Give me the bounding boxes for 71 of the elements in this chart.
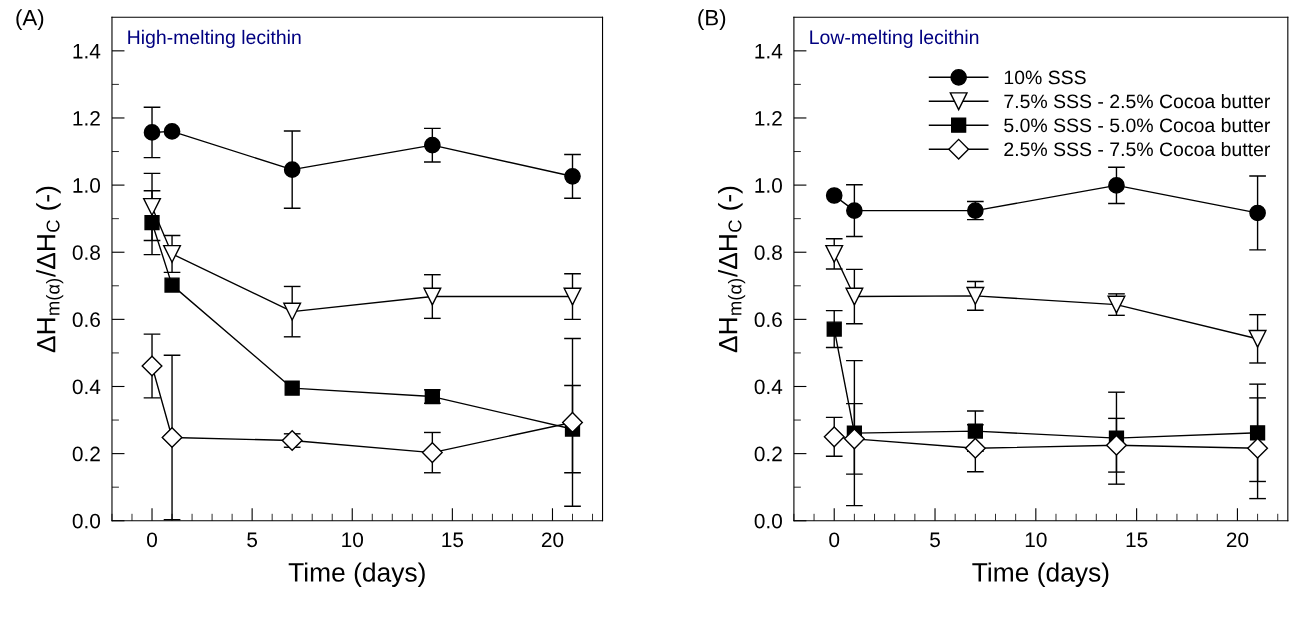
y-axis-title: ΔH$_{m(α)}$/ΔH$_{C}$ (-) xyxy=(718,186,746,353)
y-tick-label: 1.0 xyxy=(755,178,782,193)
point xyxy=(967,423,983,439)
point xyxy=(1247,437,1269,459)
text: Low-melting lecithin xyxy=(810,29,979,48)
y-tick-label: 1.4 xyxy=(755,44,783,59)
point xyxy=(1249,204,1266,222)
y-tick-label: 0.8 xyxy=(72,245,100,260)
point xyxy=(825,244,844,263)
y-tick-label: 0.4 xyxy=(72,379,101,395)
point xyxy=(964,437,986,459)
point xyxy=(843,428,865,450)
point xyxy=(1108,177,1125,194)
point xyxy=(163,123,181,140)
legend-label: 7.5% SSS - 2.5% Cocoa butter xyxy=(1004,93,1271,109)
x-tick-label: 15 xyxy=(1126,532,1148,548)
point xyxy=(421,442,443,464)
point xyxy=(846,202,863,219)
x-axis-title: Time (days) xyxy=(972,562,1109,587)
point xyxy=(1105,434,1127,456)
text: High-melting lecithin xyxy=(128,29,301,48)
x-tick-label: 10 xyxy=(342,532,364,548)
legend-label: 5.0% SSS - 5.0% Cocoa butter xyxy=(1004,117,1271,133)
y-tick-label: 1.2 xyxy=(755,110,782,126)
point xyxy=(283,161,301,178)
y-tick-label: 0.2 xyxy=(754,446,782,462)
y-tick-label: 0.0 xyxy=(72,513,101,529)
y-tick-label: 0.6 xyxy=(754,312,782,328)
y-tick-label: 0.2 xyxy=(72,446,100,462)
x-tick-label: 20 xyxy=(1226,532,1249,548)
y-tick-label: 1.0 xyxy=(73,178,101,193)
point xyxy=(142,197,162,216)
point xyxy=(423,287,442,306)
text: (A) xyxy=(16,9,44,30)
y-tick-label: 1.2 xyxy=(73,110,100,126)
y-tick-label: 0.6 xyxy=(72,312,100,328)
point xyxy=(424,136,441,154)
x-tick-label: 0 xyxy=(829,532,840,548)
point xyxy=(161,426,183,449)
y-tick-label: 0.4 xyxy=(754,379,783,395)
point xyxy=(826,321,842,337)
point xyxy=(163,244,182,263)
x-tick-label: 5 xyxy=(247,532,258,548)
x-tick-label: 10 xyxy=(1025,532,1047,548)
point xyxy=(141,355,163,377)
point xyxy=(1248,329,1267,348)
x-axis-title: Time (days) xyxy=(288,562,425,587)
x-tick-label: 5 xyxy=(930,532,940,548)
point xyxy=(143,124,161,141)
point xyxy=(966,286,985,305)
y-tick-label: 0.8 xyxy=(754,245,782,260)
y-tick-label: 0.0 xyxy=(754,513,782,529)
x-tick-label: 20 xyxy=(541,532,564,548)
legend-label: 10% SSS xyxy=(1004,70,1086,85)
point xyxy=(284,380,300,396)
point xyxy=(825,187,843,204)
point xyxy=(563,287,582,306)
x-tick-label: 0 xyxy=(147,532,157,548)
legend-label: 2.5% SSS - 7.5% Cocoa butter xyxy=(1004,141,1271,157)
point xyxy=(1249,425,1266,441)
point xyxy=(144,215,160,231)
point xyxy=(164,277,180,293)
point xyxy=(823,426,845,448)
y-tick-label: 1.4 xyxy=(73,44,101,59)
point xyxy=(564,168,581,185)
point xyxy=(283,302,302,321)
text: (B) xyxy=(698,9,726,30)
x-tick-label: 15 xyxy=(442,532,464,548)
point xyxy=(845,287,864,306)
y-axis-title: ΔH$_{m(α)}$/ΔH$_{C}$ (-) xyxy=(36,186,64,353)
point xyxy=(561,411,584,433)
